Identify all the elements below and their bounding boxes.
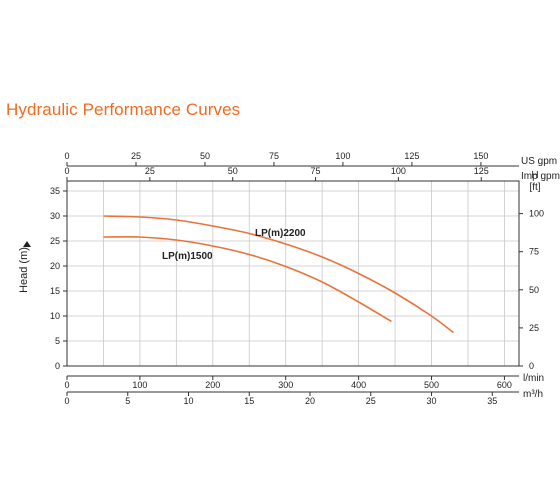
ft-tick-label: 50 [529,285,539,295]
flow-tick-label: 35 [487,396,497,406]
flow-tick-label: 100 [391,166,406,176]
flow-tick-label: 10 [184,396,194,406]
plot-frame [66,180,520,367]
flow-tick-label: 25 [131,151,141,161]
ft-tick-label: 100 [529,209,544,219]
y-axis-arrow-icon [23,241,31,247]
right-axis-label-h: H [531,170,538,181]
flow-tick-label: 0 [64,380,69,390]
top-axis-unit: US gpm [521,156,557,167]
flow-tick-label: 500 [424,380,439,390]
grid-layer [67,181,519,366]
flow-tick-label: 0 [64,166,69,176]
flow-tick-label: 25 [145,166,155,176]
y-tick-label: 35 [50,186,60,196]
y-tick-label: 0 [55,361,60,371]
flow-tick-label: 0 [64,396,69,406]
bottom-axis-unit: l/min [523,373,544,384]
flow-tick-label: 50 [228,166,238,176]
ft-tick-label: 75 [529,247,539,257]
flow-tick-label: 600 [497,380,512,390]
y-axis-label: Head (m) [18,247,30,293]
flow-tick-label: 5 [125,396,130,406]
flow-tick-label: 200 [205,380,220,390]
flow-tick-label: 0 [64,151,69,161]
flow-tick-label: 25 [366,396,376,406]
ft-tick-label: 0 [529,361,534,371]
series-layer [103,215,454,334]
flow-tick-label: 150 [473,151,488,161]
ft-tick-label: 25 [529,323,539,333]
flow-tick-label: 100 [132,380,147,390]
flow-tick-label: 300 [278,380,293,390]
axes-layer [63,162,523,396]
flow-tick-label: 125 [404,151,419,161]
y-tick-label: 25 [50,236,60,246]
flow-tick-label: 30 [427,396,437,406]
chart-title: Hydraulic Performance Curves [6,100,241,119]
series-label: LP(m)1500 [162,251,213,262]
flow-tick-label: 75 [269,151,279,161]
flow-tick-label: 15 [244,396,254,406]
bottom-axis-unit: m³/h [523,389,543,400]
right-axis-label-ft: [ft] [529,182,540,193]
y-tick-label: 30 [50,211,60,221]
flow-tick-label: 50 [200,151,210,161]
flow-tick-label: 125 [474,166,489,176]
flow-tick-label: 400 [351,380,366,390]
y-tick-label: 10 [50,311,60,321]
series-line-LP(m)1500 [103,235,392,323]
flow-tick-label: 75 [311,166,321,176]
series-line-LP(m)2200 [103,215,454,334]
flow-tick-label: 100 [335,151,350,161]
y-tick-label: 5 [55,336,60,346]
top-axis-unit: Imp gpm [521,171,560,182]
series-label: LP(m)2200 [255,228,306,239]
y-tick-label: 20 [50,261,60,271]
flow-tick-label: 20 [305,396,315,406]
y-tick-label: 15 [50,286,60,296]
